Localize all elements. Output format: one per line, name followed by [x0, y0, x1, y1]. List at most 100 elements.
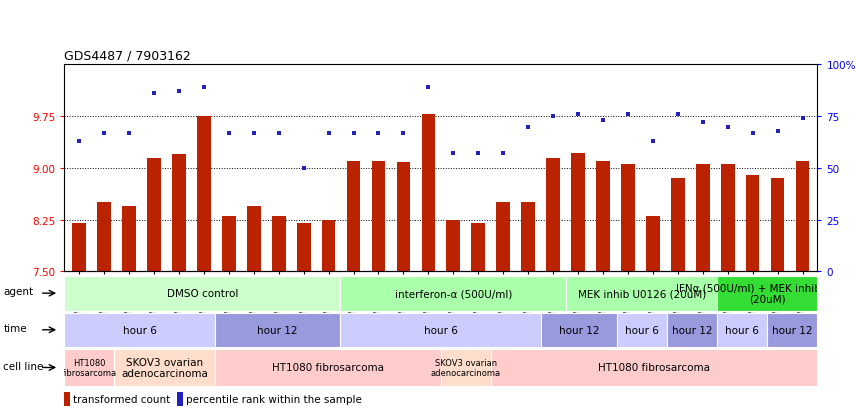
Text: hour 6: hour 6: [122, 325, 157, 335]
Point: [297, 165, 311, 172]
Text: HT1080 fibrosarcoma: HT1080 fibrosarcoma: [272, 363, 383, 373]
Bar: [64, 392, 70, 406]
Text: MEK inhib U0126 (20uM): MEK inhib U0126 (20uM): [578, 288, 706, 299]
Bar: [770, 179, 784, 272]
Bar: [347, 161, 360, 272]
Bar: [717, 313, 767, 347]
Bar: [215, 313, 341, 347]
Text: SKOV3 ovarian
adenocarcinoma: SKOV3 ovarian adenocarcinoma: [122, 357, 208, 378]
Bar: [596, 161, 609, 272]
Text: IFNα (500U/ml) + MEK inhib U0126
(20uM): IFNα (500U/ml) + MEK inhib U0126 (20uM): [676, 282, 856, 304]
Bar: [341, 313, 541, 347]
Point: [621, 112, 635, 118]
Bar: [98, 203, 111, 272]
Bar: [441, 349, 491, 386]
Text: hour 12: hour 12: [258, 325, 298, 335]
Bar: [322, 220, 336, 272]
Text: hour 6: hour 6: [725, 325, 759, 335]
Bar: [72, 223, 86, 272]
Point: [546, 114, 560, 120]
Bar: [796, 161, 810, 272]
Bar: [767, 313, 817, 347]
Text: time: time: [3, 323, 27, 333]
Bar: [341, 276, 567, 311]
Bar: [721, 165, 734, 272]
Point: [272, 130, 286, 137]
Bar: [567, 276, 717, 311]
Point: [147, 91, 161, 97]
Bar: [546, 158, 560, 272]
Bar: [671, 179, 685, 272]
Text: hour 12: hour 12: [672, 325, 712, 335]
Text: hour 12: hour 12: [559, 325, 599, 335]
Text: hour 6: hour 6: [625, 325, 658, 335]
Bar: [222, 217, 235, 272]
Point: [322, 130, 336, 137]
Point: [472, 151, 485, 157]
Bar: [197, 117, 211, 272]
Point: [746, 130, 759, 137]
Point: [571, 112, 585, 118]
Point: [796, 116, 810, 122]
Bar: [696, 165, 710, 272]
Point: [521, 124, 535, 131]
Bar: [621, 165, 635, 272]
Bar: [396, 163, 410, 272]
Bar: [177, 392, 183, 406]
Bar: [746, 176, 759, 272]
Point: [98, 130, 111, 137]
Bar: [667, 313, 717, 347]
Text: SKOV3 ovarian
adenocarcinoma: SKOV3 ovarian adenocarcinoma: [431, 358, 501, 377]
Bar: [297, 223, 311, 272]
Point: [347, 130, 360, 137]
Bar: [272, 217, 286, 272]
Text: DMSO control: DMSO control: [167, 288, 238, 299]
Point: [671, 112, 685, 118]
Point: [421, 85, 435, 91]
Text: percentile rank within the sample: percentile rank within the sample: [187, 394, 362, 404]
Bar: [64, 276, 341, 311]
Point: [447, 151, 461, 157]
Point: [197, 85, 211, 91]
Text: interferon-α (500U/ml): interferon-α (500U/ml): [395, 288, 512, 299]
Point: [247, 130, 260, 137]
Point: [222, 130, 235, 137]
Point: [770, 128, 784, 135]
Bar: [541, 313, 616, 347]
Point: [122, 130, 136, 137]
Point: [496, 151, 510, 157]
Bar: [616, 313, 667, 347]
Bar: [421, 115, 435, 272]
Point: [721, 124, 734, 131]
Bar: [472, 223, 485, 272]
Text: agent: agent: [3, 287, 33, 297]
Bar: [247, 206, 260, 272]
Bar: [646, 217, 660, 272]
Bar: [172, 155, 186, 272]
Bar: [122, 206, 136, 272]
Point: [72, 138, 86, 145]
Bar: [571, 153, 585, 272]
Bar: [521, 203, 535, 272]
Bar: [496, 203, 510, 272]
Bar: [147, 158, 161, 272]
Point: [396, 130, 410, 137]
Bar: [717, 276, 817, 311]
Text: HT1080 fibrosarcoma: HT1080 fibrosarcoma: [598, 363, 710, 373]
Text: hour 12: hour 12: [772, 325, 812, 335]
Point: [646, 138, 660, 145]
Bar: [491, 349, 817, 386]
Point: [596, 118, 609, 124]
Bar: [215, 349, 441, 386]
Bar: [115, 349, 215, 386]
Text: cell line: cell line: [3, 361, 44, 371]
Bar: [64, 313, 215, 347]
Point: [696, 120, 710, 126]
Point: [172, 89, 186, 95]
Point: [372, 130, 385, 137]
Text: HT1080
fibrosarcoma: HT1080 fibrosarcoma: [62, 358, 117, 377]
Bar: [64, 349, 115, 386]
Text: GDS4487 / 7903162: GDS4487 / 7903162: [64, 50, 191, 63]
Text: hour 6: hour 6: [424, 325, 458, 335]
Bar: [372, 161, 385, 272]
